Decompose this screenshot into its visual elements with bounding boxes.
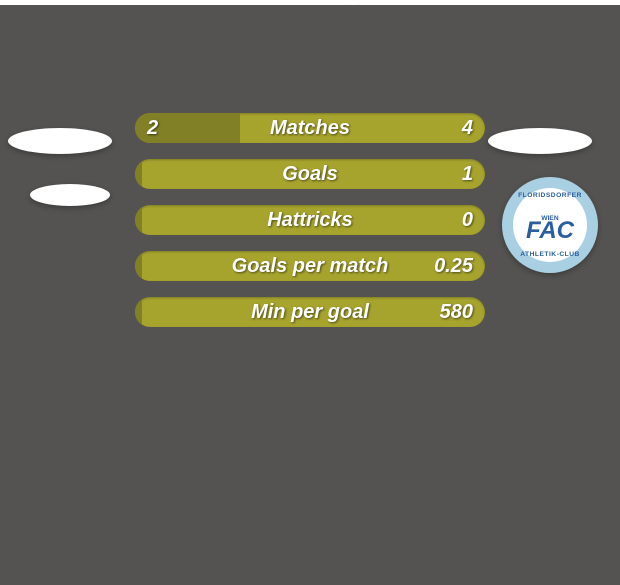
stat-right-value: 0.25: [434, 251, 473, 281]
stat-metric-label: Matches: [135, 113, 485, 143]
team-right-mark: [488, 128, 592, 154]
stat-metric-label: Min per goal: [135, 297, 485, 327]
club-badge-inner: FLORIDSDORFER WIEN FAC ATHLETIK-CLUB: [513, 188, 588, 263]
stat-row: Min per goal580: [135, 297, 485, 327]
club-badge: FLORIDSDORFER WIEN FAC ATHLETIK-CLUB: [502, 177, 598, 273]
team-left-mark-2: [30, 184, 110, 206]
stat-right-value: 4: [462, 113, 473, 143]
stat-metric-label: Goals: [135, 159, 485, 189]
stat-row: Goals1: [135, 159, 485, 189]
stat-metric-label: Goals per match: [135, 251, 485, 281]
club-badge-text-bottom: ATHLETIK-CLUB: [513, 251, 588, 258]
stat-right-value: 0: [462, 205, 473, 235]
stat-row: Hattricks0: [135, 205, 485, 235]
stat-row: Goals per match0.25: [135, 251, 485, 281]
stat-right-value: 1: [462, 159, 473, 189]
page-background: [0, 5, 620, 585]
club-badge-center: FAC: [526, 219, 574, 243]
stat-right-value: 580: [440, 297, 473, 327]
team-left-mark-1: [8, 128, 112, 154]
stat-row: 2Matches4: [135, 113, 485, 143]
club-badge-text-top: FLORIDSDORFER: [513, 192, 588, 199]
stat-metric-label: Hattricks: [135, 205, 485, 235]
